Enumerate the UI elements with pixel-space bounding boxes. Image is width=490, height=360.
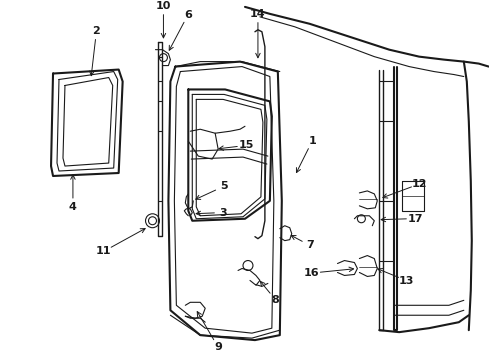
Text: 12: 12 (412, 179, 427, 189)
Text: 13: 13 (399, 276, 415, 286)
Text: 3: 3 (220, 208, 227, 217)
Text: 10: 10 (156, 1, 171, 11)
Text: 7: 7 (306, 240, 314, 251)
Text: 14: 14 (250, 9, 266, 19)
Text: 1: 1 (308, 136, 316, 146)
Text: 5: 5 (220, 181, 227, 192)
Text: 2: 2 (93, 26, 100, 36)
Text: 4: 4 (69, 202, 77, 212)
Text: 11: 11 (96, 247, 111, 256)
Text: 15: 15 (238, 140, 254, 150)
Text: 9: 9 (214, 342, 222, 352)
Text: 6: 6 (184, 10, 192, 19)
Text: 16: 16 (304, 268, 319, 278)
Text: 8: 8 (272, 295, 279, 305)
Text: 17: 17 (407, 213, 423, 224)
